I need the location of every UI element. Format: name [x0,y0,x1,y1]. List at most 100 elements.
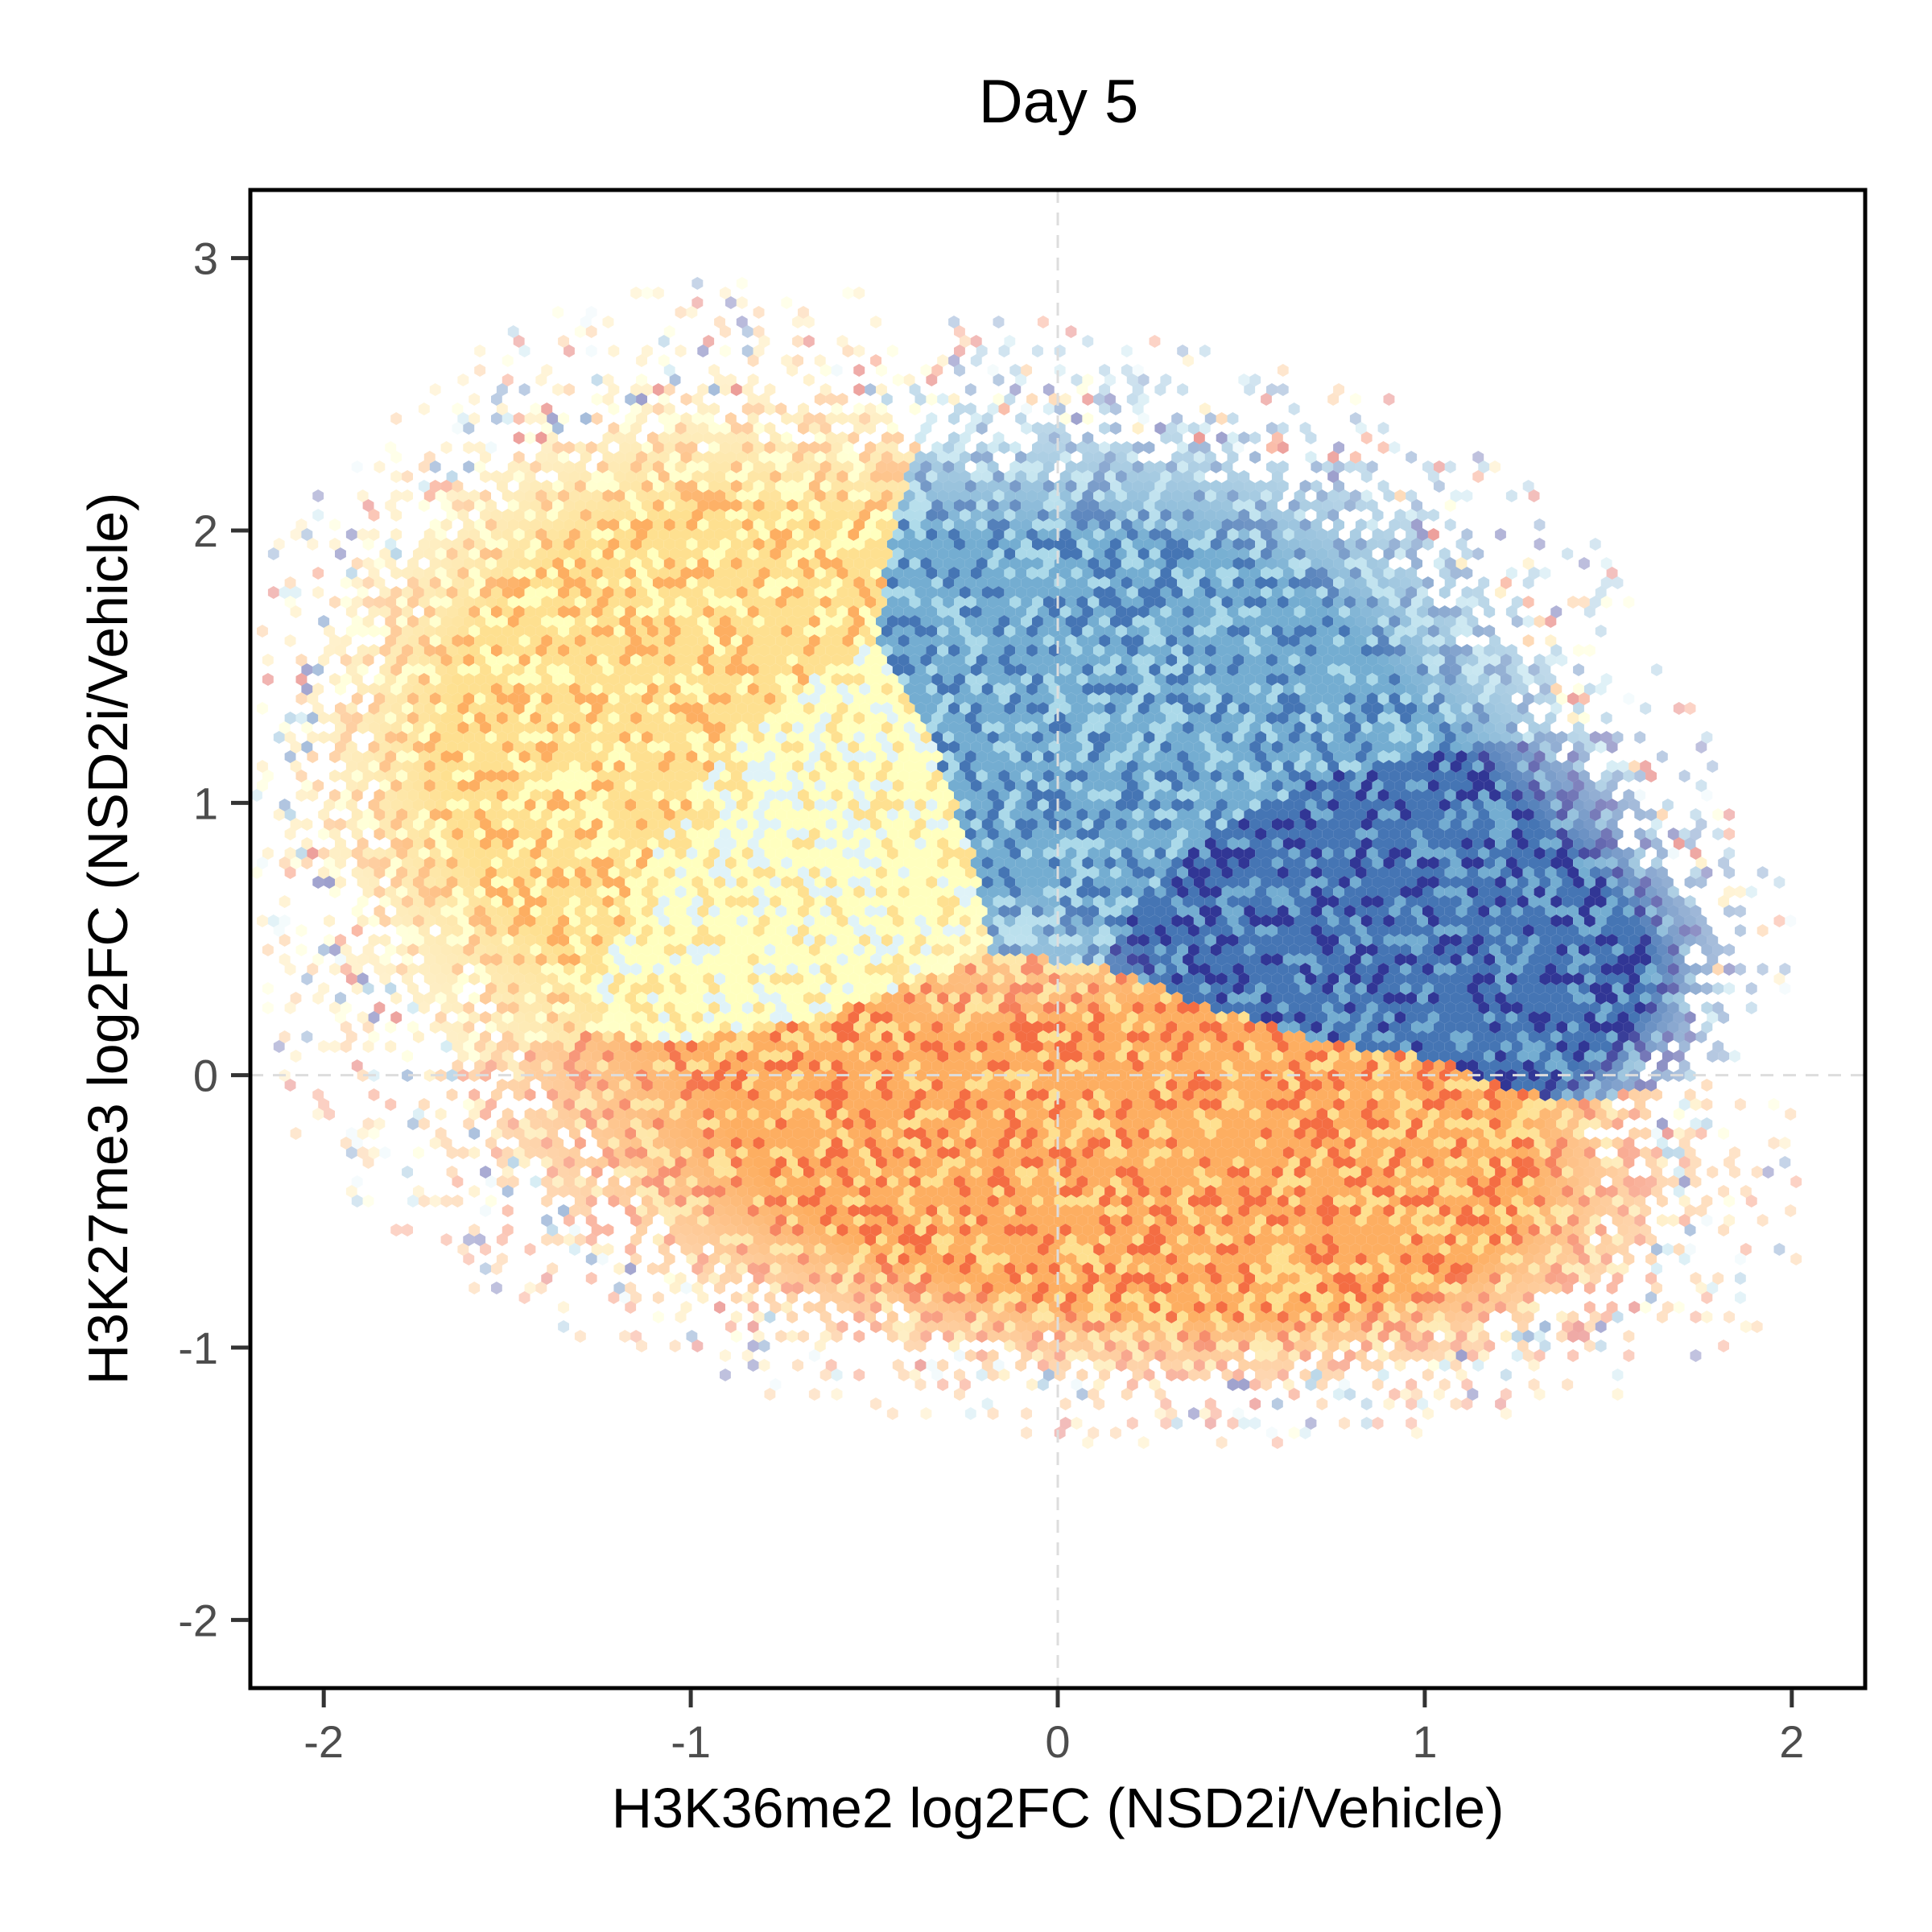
hex-cell [1082,335,1094,348]
hex-cell [463,518,475,531]
hex-cell [564,345,575,357]
hex-cell [1427,509,1439,522]
hex-cell [1082,451,1094,464]
hex-cell [725,451,737,464]
hex-cell [636,451,647,464]
hex-cell [819,518,832,531]
hex-cell [658,412,670,425]
hex-cell [981,451,993,464]
hex-cell [853,383,865,396]
hex-cell [758,509,770,522]
hex-cell [842,480,854,493]
hex-cell [1009,518,1022,531]
hex-cell [1271,470,1283,483]
hex-cell [708,383,720,396]
hex-cell [697,383,709,396]
hex-cell [993,316,1005,328]
hex-cell [452,422,464,435]
hex-cell [262,654,274,667]
hex-cell [914,451,927,464]
hex-cell [691,296,704,309]
hex-cell [1099,480,1110,493]
hex-cell [440,499,452,512]
hex-cell [680,509,692,522]
hex-cell [1132,518,1144,531]
hex-cell [848,451,860,464]
hex-cell [798,480,809,493]
hex-cell [1522,634,1534,647]
hex-cell [954,460,965,473]
hex-cell [937,451,949,464]
hex-cell [1065,518,1077,531]
hex-cell [1199,345,1211,357]
hex-cell [463,441,475,454]
hex-cell [564,460,575,473]
hex-cell [714,316,725,328]
hex-cell [993,374,1005,386]
hex-cell [1227,489,1239,502]
hex-cell [1059,509,1071,522]
hex-cell [1088,441,1100,454]
hex-cell [642,480,653,493]
hex-cell [937,509,949,522]
hex-cell [886,345,898,357]
hex-cell [1021,499,1032,512]
hex-cell [1137,489,1150,502]
hex-cell [1076,383,1088,396]
hex-cell [819,422,832,435]
hex-cell [903,470,915,483]
hex-cell [931,499,943,512]
hex-cell [564,499,575,512]
hex-cell [1199,499,1211,512]
hex-cell [390,451,402,464]
hex-cell [1082,470,1094,483]
hex-cell [836,470,848,483]
hex-cell [597,499,609,512]
hex-cell [914,509,927,522]
hex-cell [1099,422,1110,435]
hex-cell [703,489,715,502]
hex-cell [1188,441,1199,454]
hex-cell [1461,489,1473,502]
hex-cell [1579,557,1590,570]
hex-cell [741,480,753,493]
hex-cell [1199,441,1211,454]
hex-cell [1406,509,1418,522]
hex-cell [931,364,943,377]
hex-cell [819,499,832,512]
hex-cell [1121,364,1133,377]
hex-cell [1104,470,1116,483]
hex-cell [1065,499,1077,512]
hex-cell [625,431,637,444]
hex-cell [775,441,787,454]
hex-cell [1137,470,1150,483]
hex-cell [625,509,637,522]
hex-cell [1082,374,1094,386]
hex-cell [741,460,753,473]
hex-cell [1333,499,1344,512]
hex-cell [1183,509,1194,522]
hex-cell [1054,345,1066,357]
hex-cell [675,480,687,493]
hex-cell [987,480,999,493]
hex-cell [312,489,324,502]
hex-cell [1472,547,1484,560]
hex-cell [686,441,698,454]
hex-cell [954,480,965,493]
hex-cell [630,518,642,531]
hex-cell [1177,518,1188,531]
hex-cell [960,335,971,348]
hex-cell [764,383,776,396]
hex-cell [602,316,614,328]
hex-cell [663,402,675,415]
hex-cell [876,480,887,493]
hex-cell [541,480,553,493]
hex-cell [892,470,904,483]
hex-cell [803,489,815,502]
hex-cell [998,518,1010,531]
hex-cell [257,625,268,638]
hex-cell [496,480,508,493]
hex-cell [642,402,653,415]
hex-cell [730,518,742,531]
hex-cell [1478,460,1490,473]
